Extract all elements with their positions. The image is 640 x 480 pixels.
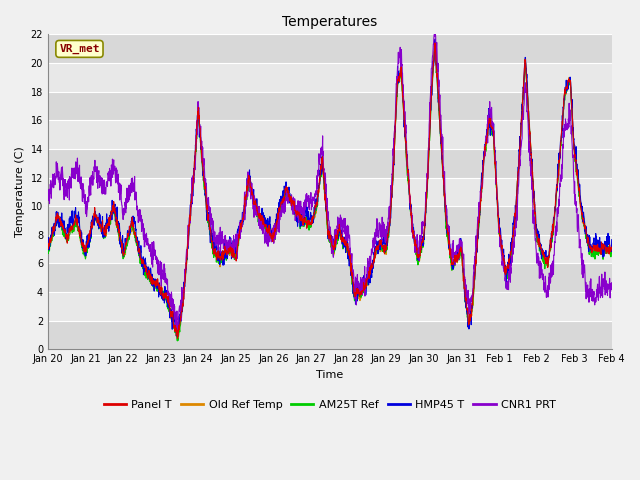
- Bar: [48, 35, 612, 63]
- Title: Temperatures: Temperatures: [282, 15, 378, 29]
- Bar: [48, 149, 612, 178]
- Y-axis label: Temperature (C): Temperature (C): [15, 146, 25, 237]
- X-axis label: Time: Time: [316, 370, 344, 380]
- Bar: [48, 264, 612, 292]
- Bar: [48, 321, 612, 349]
- Bar: [48, 206, 612, 235]
- Text: VR_met: VR_met: [59, 44, 100, 54]
- Legend: Panel T, Old Ref Temp, AM25T Ref, HMP45 T, CNR1 PRT: Panel T, Old Ref Temp, AM25T Ref, HMP45 …: [99, 396, 561, 415]
- Bar: [48, 92, 612, 120]
